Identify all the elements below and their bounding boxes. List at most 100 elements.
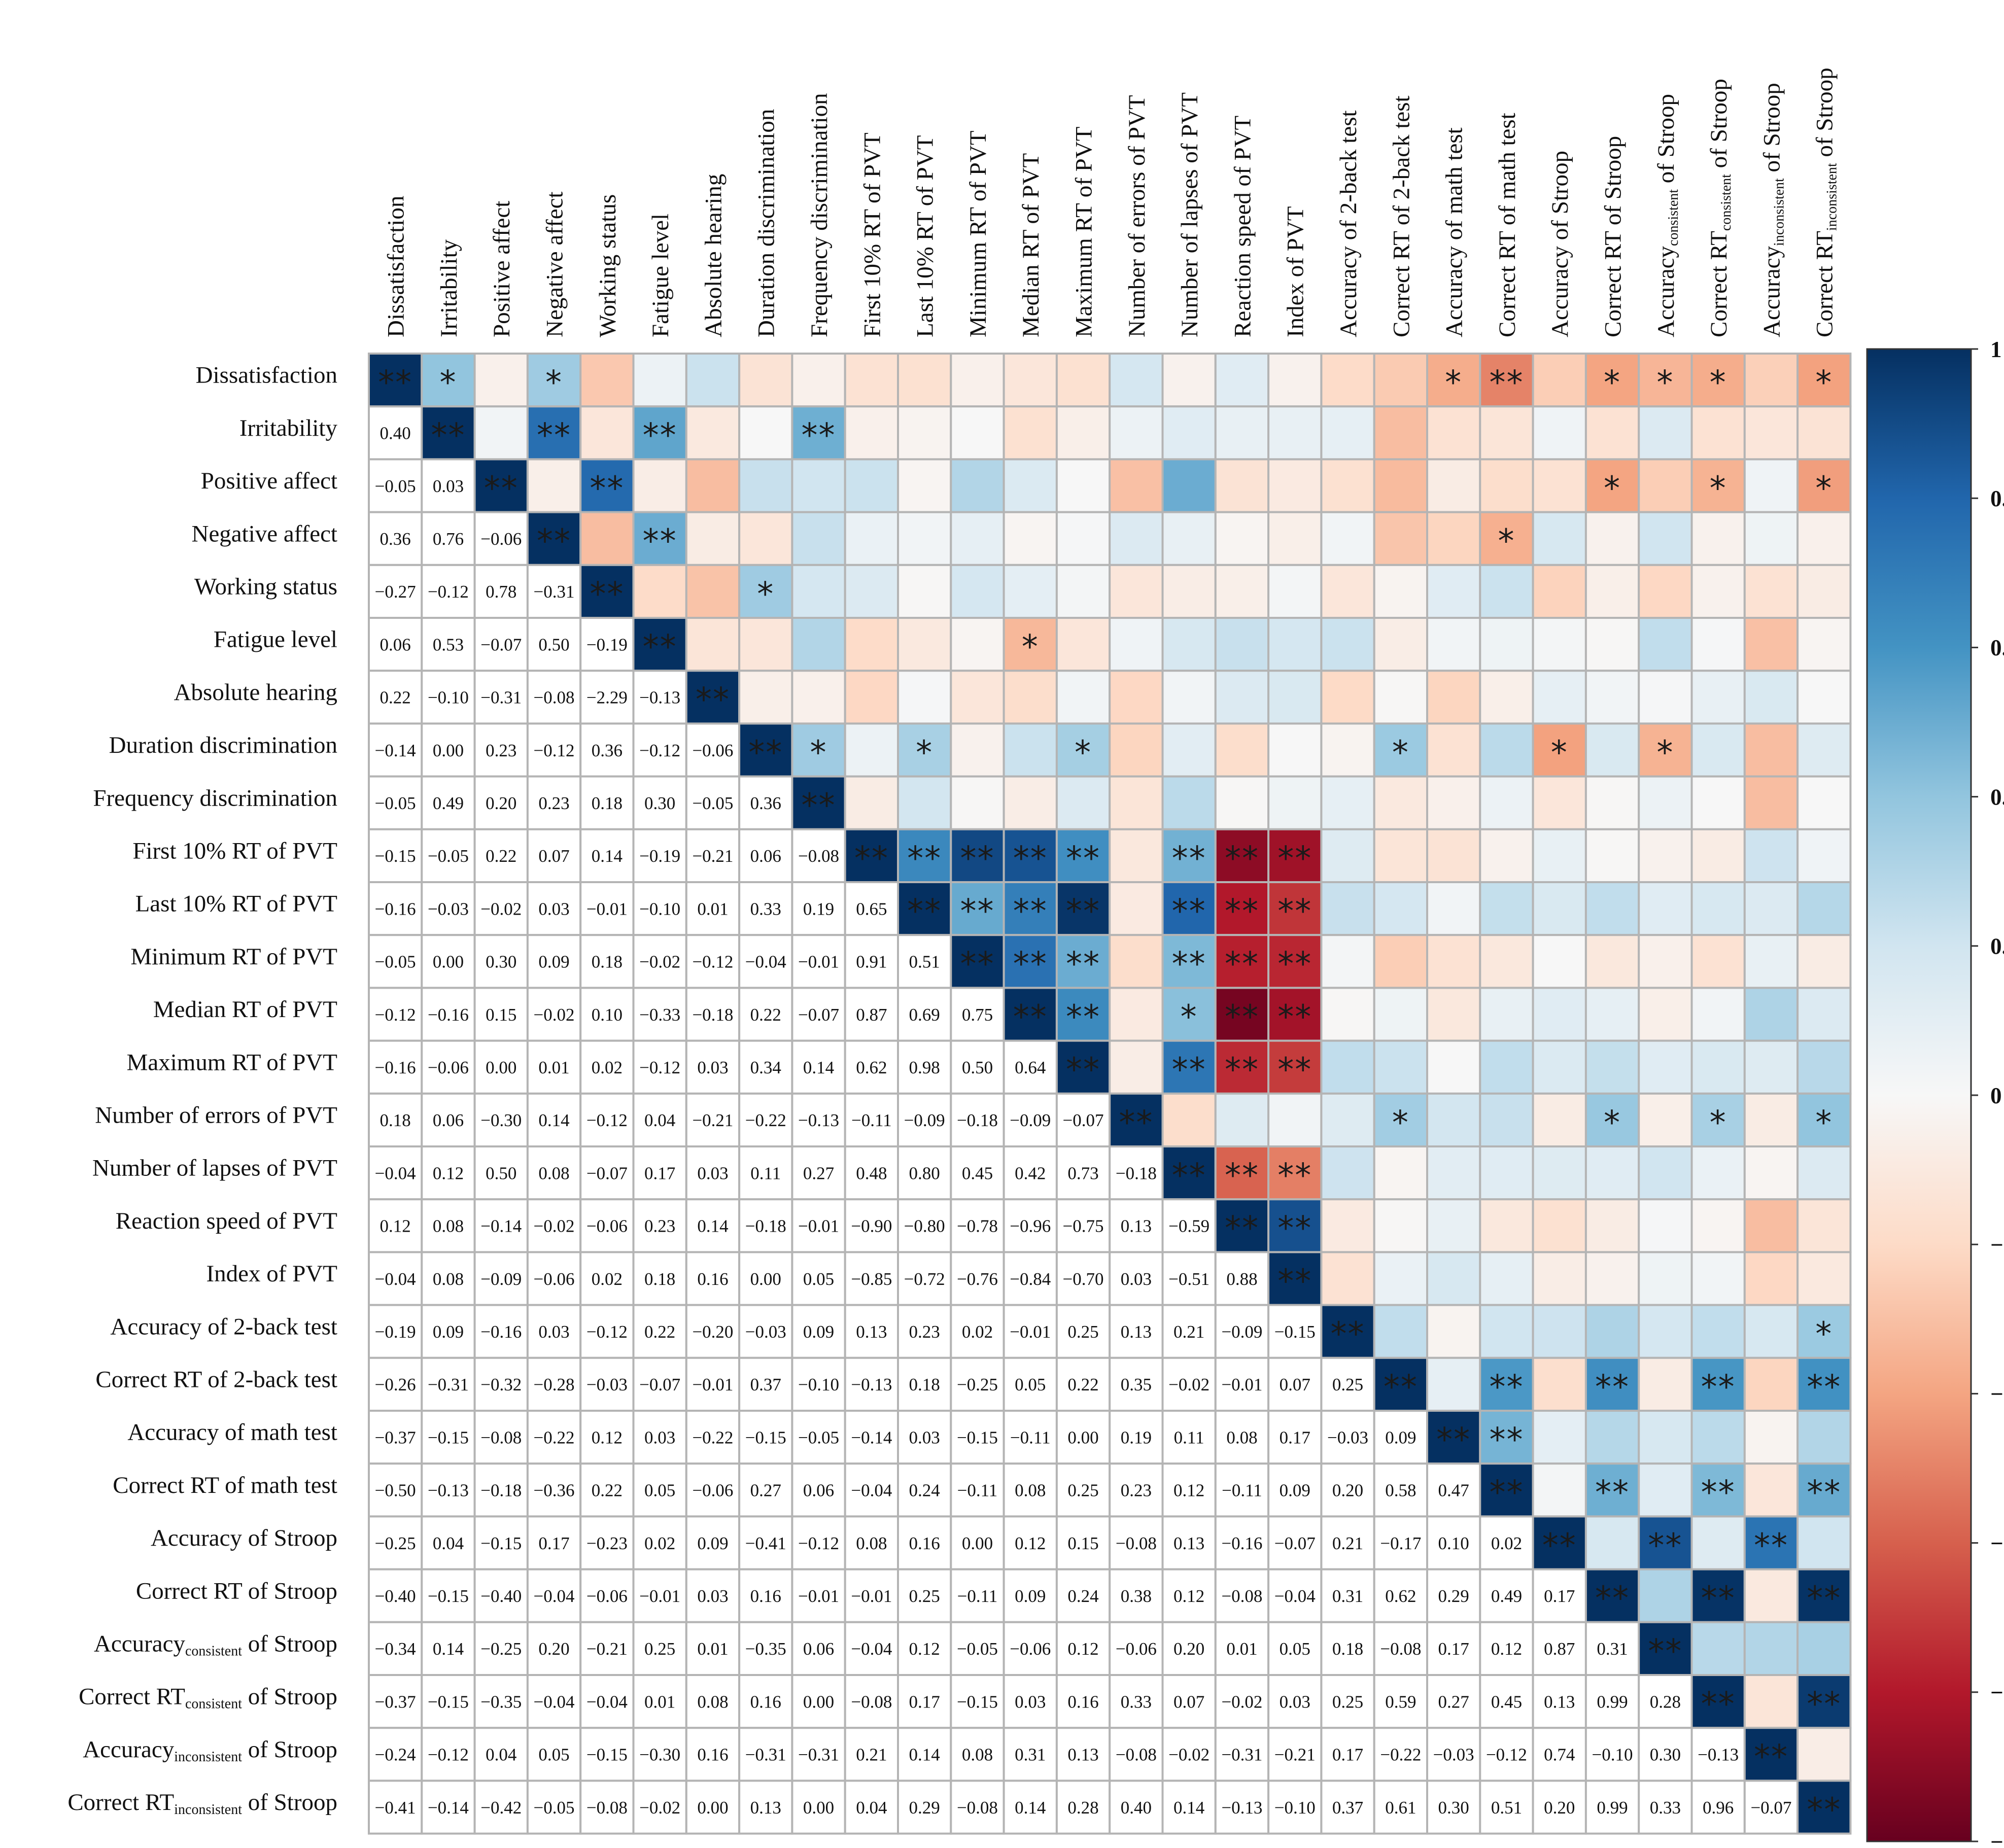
value-r25-c0: −0.37: [375, 1692, 416, 1712]
cell-r9-c7: [738, 828, 793, 884]
cell-r9-c21: [1479, 828, 1534, 884]
cell-r13-c10: [897, 1039, 952, 1095]
cell-r13-c22: [1532, 1039, 1587, 1095]
cell-r21-c3: [526, 1462, 582, 1518]
cell-r26-c27: [1796, 1727, 1852, 1782]
significance-r3-c21: *: [1498, 523, 1515, 561]
cell-r4-c6: [685, 564, 741, 619]
cell-r0-c18: [1320, 353, 1375, 408]
value-r7-c3: −0.12: [534, 741, 575, 760]
cell-r12-c25: [1690, 987, 1746, 1042]
value-r15-c9: 0.48: [856, 1163, 887, 1183]
col-label-correct-rt-inconsistent-of-stroop: Correct RTinconsistent of Stroop: [1812, 67, 1840, 337]
value-r9-c8: −0.08: [798, 846, 839, 866]
value-r22-c12: 0.12: [1015, 1533, 1046, 1553]
cell-r10-c7: [738, 881, 793, 936]
significance-r16-c16: **: [1225, 1210, 1259, 1247]
value-r16-c0: 0.12: [380, 1216, 411, 1236]
cell-r16-c13: [1055, 1198, 1111, 1253]
value-r20-c4: 0.12: [592, 1427, 623, 1447]
row-label-accuracy-of-2-back-test: Accuracy of 2-back test: [110, 1313, 337, 1340]
value-r18-c0: −0.19: [375, 1322, 416, 1342]
cell-r24-c24: [1638, 1621, 1693, 1677]
value-r22-c9: 0.08: [856, 1533, 887, 1553]
value-r10-c1: −0.03: [428, 899, 469, 919]
col-label-fatigue-level: Fatigue level: [647, 214, 674, 337]
cell-r3-c19: [1373, 511, 1428, 566]
col-label-accuracy-of-math-test: Accuracy of math test: [1441, 127, 1468, 337]
value-r24-c3: 0.20: [538, 1639, 569, 1659]
cell-r24-c5: [632, 1621, 687, 1677]
cell-r0-c14: [1109, 353, 1164, 408]
value-r17-c10: −0.72: [904, 1269, 945, 1289]
significance-r9-c11: **: [960, 840, 994, 878]
col-label-duration-discrimination: Duration discrimination: [753, 109, 780, 337]
cell-r21-c10: [897, 1462, 952, 1518]
cell-r8-c16: [1214, 775, 1270, 830]
significance-r11-c16: **: [1225, 946, 1259, 983]
significance-r5-c12: *: [1022, 629, 1039, 666]
cell-r2-c5: [632, 458, 687, 513]
significance-r13-c16: **: [1225, 1052, 1259, 1089]
value-r26-c15: −0.02: [1168, 1745, 1210, 1765]
cell-r11-c20: [1426, 934, 1481, 989]
cell-r16-c21: [1479, 1198, 1534, 1253]
row-label-irritability: Irritability: [239, 415, 338, 441]
cell-r9-c12: [1003, 828, 1058, 884]
cell-r15-c23: [1584, 1145, 1640, 1201]
cell-r1-c20: [1426, 405, 1481, 461]
value-r5-c0: 0.06: [380, 635, 411, 654]
value-r16-c7: −0.18: [745, 1216, 786, 1236]
value-r25-c24: 0.28: [1650, 1692, 1681, 1712]
value-r12-c0: −0.12: [375, 1005, 416, 1025]
cell-r17-c5: [632, 1251, 687, 1306]
cell-r14-c15: [1161, 1092, 1217, 1148]
cell-r5-c1: [421, 617, 476, 672]
value-r21-c19: 0.58: [1385, 1481, 1416, 1501]
cell-r1-c24: [1638, 405, 1693, 461]
cell-r7-c16: [1214, 722, 1270, 778]
col-label-number-of-lapses-of-pvt: Number of lapses of PVT: [1177, 92, 1203, 337]
cell-r4-c23: [1584, 564, 1640, 619]
cell-r19-c16: [1214, 1356, 1270, 1412]
cell-r11-c19: [1373, 934, 1428, 989]
cell-r2-c12: [1003, 458, 1058, 513]
cell-r5-c17: [1267, 617, 1323, 672]
cell-r16-c27: [1796, 1198, 1852, 1253]
cell-r0-c16: [1214, 353, 1270, 408]
significance-r26-c26: **: [1754, 1738, 1788, 1776]
cell-r17-c14: [1109, 1251, 1164, 1306]
value-r3-c2: −0.06: [480, 529, 522, 549]
value-r11-c5: −0.02: [639, 952, 680, 972]
cell-r15-c27: [1796, 1145, 1852, 1201]
cell-r17-c27: [1796, 1251, 1852, 1306]
cell-r26-c25: [1690, 1727, 1746, 1782]
cell-r16-c22: [1532, 1198, 1587, 1253]
value-r26-c4: −0.15: [586, 1745, 628, 1765]
cell-r17-c21: [1479, 1251, 1534, 1306]
value-r17-c7: 0.00: [750, 1269, 781, 1289]
cell-r20-c22: [1532, 1410, 1587, 1465]
significance-r12-c15: *: [1181, 998, 1198, 1036]
value-r17-c14: 0.03: [1121, 1269, 1152, 1289]
cell-r0-c5: [632, 353, 687, 408]
cell-r11-c17: [1267, 934, 1323, 989]
cell-r14-c21: [1479, 1092, 1534, 1148]
cell-r13-c18: [1320, 1039, 1375, 1095]
value-r27-c13: 0.28: [1067, 1798, 1098, 1818]
cell-r5-c19: [1373, 617, 1428, 672]
cell-r1-c10: [897, 405, 952, 461]
cell-r5-c6: [685, 617, 741, 672]
row-label-absolute-hearing: Absolute hearing: [174, 679, 337, 706]
significance-r1-c8: **: [802, 417, 836, 455]
cell-r25-c14: [1109, 1674, 1164, 1729]
cell-r4-c17: [1267, 564, 1323, 619]
cell-r5-c14: [1109, 617, 1164, 672]
value-r19-c17: 0.07: [1280, 1375, 1310, 1394]
value-r24-c23: 0.31: [1597, 1639, 1628, 1659]
value-r15-c12: 0.42: [1015, 1163, 1046, 1183]
value-r16-c2: −0.14: [480, 1216, 522, 1236]
significance-r19-c23: **: [1595, 1369, 1630, 1406]
cell-r8-c19: [1373, 775, 1428, 830]
cell-r3-c7: [738, 511, 793, 566]
